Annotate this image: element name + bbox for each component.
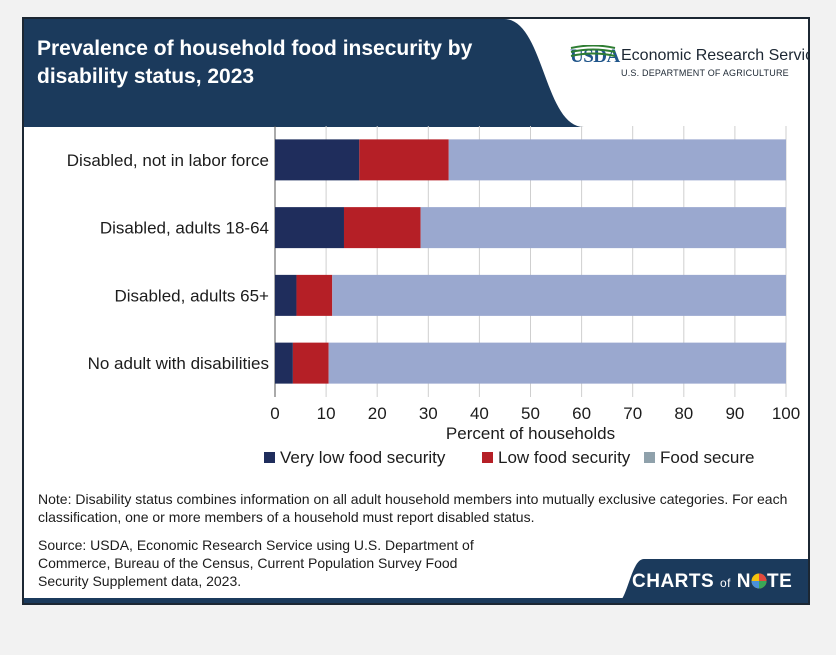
bar-segment [420,207,786,249]
bar-segment [332,274,786,316]
bar-segment [296,274,333,316]
badge-text-of: of [719,576,731,590]
charts-of-note-badge: CHARTS of N TE [614,559,808,603]
category-label: Disabled, adults 65+ [114,286,269,305]
header-banner: Prevalence of household food insecurity … [24,19,808,127]
badge-text-n: N [736,571,751,592]
badge-text-charts: CHARTS [632,571,715,592]
bar-segment [343,207,421,249]
usda-logo: USDA Economic Research Service U.S. DEPA… [570,45,810,95]
chart-source: Source: USDA, Economic Research Service … [38,537,474,589]
bar-segment [448,139,786,181]
badge-text-te: TE [766,571,793,592]
bar-segment [275,274,297,316]
badge-shape [618,559,808,603]
legend-swatch [482,452,493,463]
x-tick-label: 100 [772,404,800,423]
pie-wheel-icon [751,573,767,589]
x-tick-label: 60 [572,404,591,423]
x-tick-label: 40 [470,404,489,423]
bar-segment [275,207,344,249]
legend-label: Low food security [498,448,631,467]
chart-note: Note: Disability status combines informa… [38,491,788,525]
badge-text: CHARTS of N TE [632,571,792,593]
chart-title: Prevalence of household food insecurity … [37,37,473,88]
x-tick-label: 20 [368,404,387,423]
footer-bar [24,598,808,603]
agency-name: Economic Research Service [621,47,810,64]
x-tick-label: 50 [521,404,540,423]
x-tick-label: 80 [674,404,693,423]
header-shape [24,19,584,127]
x-tick-label: 70 [623,404,642,423]
x-tick-label: 90 [725,404,744,423]
legend-label: Very low food security [280,448,446,467]
x-axis-label: Percent of households [446,424,615,443]
legend-swatch [644,452,655,463]
category-label: No adult with disabilities [88,354,269,373]
bar-segment [292,342,329,384]
x-tick-label: 10 [317,404,336,423]
bar-segment [328,342,786,384]
usda-logo-lines-icon [570,45,616,57]
chart-card: Prevalence of household food insecurity … [22,17,810,605]
category-label: Disabled, not in labor force [67,151,269,170]
category-label: Disabled, adults 18-64 [100,219,269,238]
department-name: U.S. DEPARTMENT OF AGRICULTURE [621,68,789,78]
x-tick-label: 30 [419,404,438,423]
x-tick-label: 0 [270,404,279,423]
bar-segment [275,139,360,181]
bar-segment [275,342,293,384]
legend-label: Food secure [660,448,755,467]
bar-segment [359,139,449,181]
stacked-bar-chart: 0 10 20 30 40 50 60 70 80 90 100 Disabled, not in l… [67,126,800,467]
legend-swatch [264,452,275,463]
